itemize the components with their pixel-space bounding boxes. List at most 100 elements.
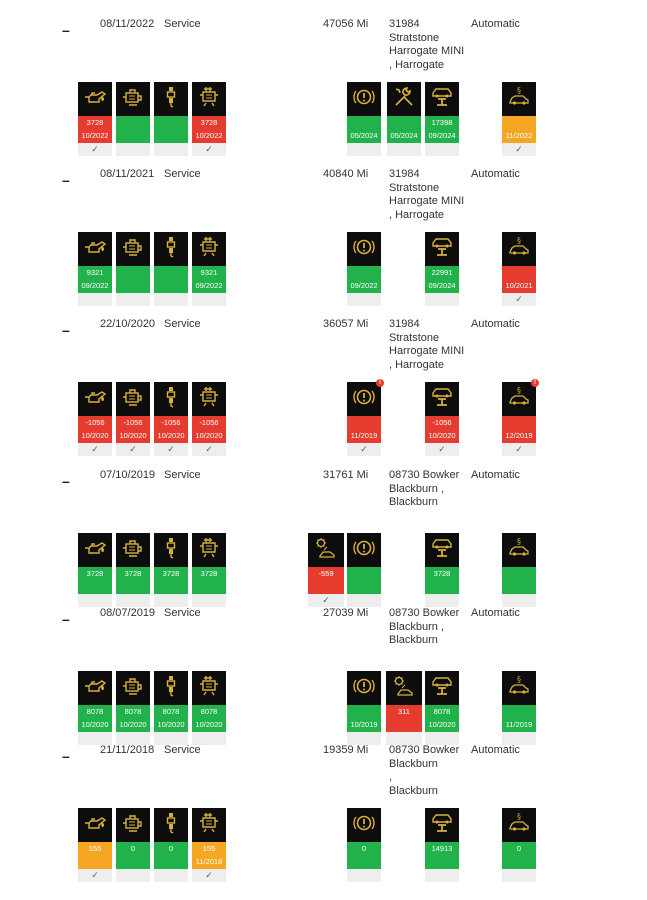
service-item-tile[interactable]: -1056 10/2020 ✓ xyxy=(425,382,459,456)
due-date: 11/2018 xyxy=(195,857,223,866)
service-item-tile[interactable]: 22991 09/2024 xyxy=(425,232,459,306)
dealer-line: Blackburn , xyxy=(389,482,445,495)
service-item-tile[interactable]: -1056 10/2020 ✓ xyxy=(78,382,112,456)
service-item-tile[interactable]: 3728 xyxy=(78,533,112,607)
service-item-tile[interactable]: 3728 xyxy=(154,533,188,607)
status-bar: 3728 xyxy=(192,567,226,594)
service-item-icon xyxy=(78,671,112,705)
service-item-tile[interactable] xyxy=(347,533,381,607)
service-item-tile[interactable]: 8078 10/2020 xyxy=(192,671,226,745)
service-item-icon xyxy=(425,808,459,842)
collapse-toggle[interactable]: – xyxy=(62,22,70,38)
service-item-tile[interactable]: § 10/2021 ✓ xyxy=(502,232,536,306)
status-bar: 0 xyxy=(502,842,536,869)
completed-check: ✓ xyxy=(515,144,523,154)
completed-check xyxy=(154,869,188,882)
service-item-tile[interactable]: 9321 09/2022 xyxy=(192,232,226,306)
brake-fluid-icon xyxy=(352,235,376,264)
dealer: 08730 Bowker Blackburn , Blackburn xyxy=(389,607,465,648)
status-bar: 155 xyxy=(78,842,112,869)
due-date: 10/2020 xyxy=(157,431,185,440)
collapse-toggle[interactable]: – xyxy=(62,172,70,188)
service-item-tile[interactable]: -1056 10/2020 ✓ xyxy=(116,382,150,456)
status-bar: -1056 10/2020 xyxy=(425,416,459,443)
service-item-icon xyxy=(425,382,459,416)
service-item-tile[interactable]: 8078 10/2020 xyxy=(425,671,459,745)
mileage: 36057 Mi xyxy=(323,318,369,330)
service-item-tile[interactable] xyxy=(116,232,150,306)
service-item-icon xyxy=(192,82,226,116)
service-item-tile[interactable]: 3728 10/2022 ✓ xyxy=(78,82,112,156)
service-item-tile[interactable]: 8078 10/2020 xyxy=(78,671,112,745)
collapse-toggle[interactable]: – xyxy=(62,322,70,338)
service-item-tile[interactable]: § 0 xyxy=(502,808,536,882)
collapse-toggle[interactable]: – xyxy=(62,611,70,627)
service-item-tile[interactable]: 311 xyxy=(386,671,422,745)
dealer: 31984 Stratstone Harrogate MINI, Harrogate xyxy=(389,18,465,72)
service-item-tile[interactable]: 3728 xyxy=(425,533,459,607)
remaining-value: 22991 xyxy=(431,268,453,277)
inspection-icon: § xyxy=(507,235,531,264)
svg-text:§: § xyxy=(517,537,521,546)
due-date: 11/2019 xyxy=(350,431,378,440)
service-item-tile[interactable]: 8078 10/2020 xyxy=(154,671,188,745)
service-date: 07/10/2019 xyxy=(100,469,156,481)
status-bar: 11/2019 xyxy=(347,416,381,443)
completed-check: ✓ xyxy=(205,870,213,880)
service-item-tile[interactable]: 05/2024 xyxy=(347,82,381,156)
service-item-tile[interactable]: 3728 10/2022 ✓ xyxy=(192,82,226,156)
service-item-tile[interactable]: -1056 10/2020 ✓ xyxy=(192,382,226,456)
collapse-toggle[interactable]: – xyxy=(62,748,70,764)
service-item-tile[interactable]: 05/2024 xyxy=(387,82,421,156)
service-item-tile[interactable]: -1056 10/2020 ✓ xyxy=(154,382,188,456)
status-bar: 9321 09/2022 xyxy=(192,266,226,293)
due-date: 09/2022 xyxy=(195,281,223,290)
service-item-tile[interactable]: 0 xyxy=(154,808,188,882)
collapse-toggle[interactable]: – xyxy=(62,473,70,489)
service-item-icon xyxy=(154,232,188,266)
service-item-tile[interactable] xyxy=(154,82,188,156)
service-item-tile[interactable]: 17398 09/2024 xyxy=(425,82,459,156)
svg-text:§: § xyxy=(517,236,521,245)
status-bar: 11/2019 xyxy=(502,705,536,732)
due-date: 10/2021 xyxy=(505,281,533,290)
dealer-line: Stratstone xyxy=(389,31,440,44)
dealer-line: Blackburn xyxy=(389,784,438,797)
brake-fluid-icon xyxy=(352,536,376,565)
status-bar: 155 11/2018 xyxy=(192,842,226,869)
service-item-tile[interactable]: § 11/2019 xyxy=(502,671,536,745)
fuel-filter-icon xyxy=(197,674,221,703)
service-item-tile[interactable]: 3728 xyxy=(116,533,150,607)
completed-check xyxy=(502,594,536,607)
service-item-tile[interactable]: 3728 xyxy=(192,533,226,607)
service-item-tile[interactable]: 14913 xyxy=(425,808,459,882)
due-date: 09/2022 xyxy=(81,281,109,290)
service-item-tile[interactable] xyxy=(154,232,188,306)
brake-fluid-icon xyxy=(352,674,376,703)
status-bar: -1056 10/2020 xyxy=(154,416,188,443)
service-item-tile[interactable]: -559 ✓ xyxy=(308,533,344,607)
service-item-tile[interactable]: § 11/2022 ✓ xyxy=(502,82,536,156)
oil-can-icon xyxy=(83,385,107,414)
service-item-tile[interactable] xyxy=(116,82,150,156)
service-item-tile[interactable]: 0 xyxy=(347,808,381,882)
service-item-icon xyxy=(425,533,459,567)
status-bar: 8078 10/2020 xyxy=(192,705,226,732)
status-bar: -1056 10/2020 xyxy=(116,416,150,443)
service-item-icon xyxy=(154,533,188,567)
service-item-icon xyxy=(425,671,459,705)
service-item-tile[interactable]: 8078 10/2020 xyxy=(116,671,150,745)
service-item-tile[interactable]: 9321 09/2022 xyxy=(78,232,112,306)
service-item-icon xyxy=(154,671,188,705)
oil-can-icon xyxy=(83,674,107,703)
service-item-tile[interactable]: 09/2022 xyxy=(347,232,381,306)
service-item-tile[interactable]: 155 11/2018 ✓ xyxy=(192,808,226,882)
service-item-tile[interactable]: §! 12/2019 ✓ xyxy=(502,379,539,456)
service-item-tile[interactable]: 155 ✓ xyxy=(78,808,112,882)
service-item-tile[interactable]: 10/2019 xyxy=(347,671,381,745)
service-date: 22/10/2020 xyxy=(100,318,156,330)
service-item-tile[interactable]: § xyxy=(502,533,536,607)
service-item-tile[interactable]: ! 11/2019 ✓ xyxy=(347,379,384,456)
service-item-tile[interactable]: 0 xyxy=(116,808,150,882)
status-bar: 3728 10/2022 xyxy=(78,116,112,143)
